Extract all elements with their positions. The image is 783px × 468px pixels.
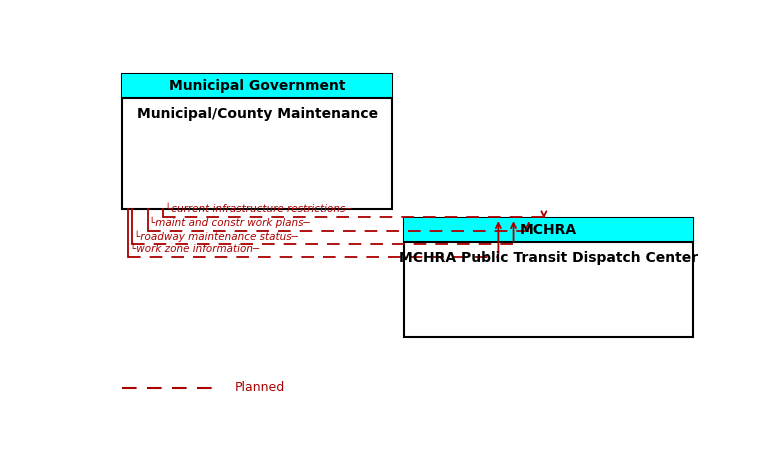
Text: Municipal Government: Municipal Government <box>169 79 345 93</box>
Text: └current infrastructure restrictions─: └current infrastructure restrictions─ <box>165 204 352 214</box>
Text: Planned: Planned <box>234 381 285 394</box>
Text: MCHRA: MCHRA <box>520 223 577 237</box>
Text: Municipal/County Maintenance: Municipal/County Maintenance <box>136 107 377 121</box>
Bar <box>122 74 392 209</box>
Bar <box>404 218 693 337</box>
Bar <box>404 218 693 242</box>
Text: └work zone information─: └work zone information─ <box>130 244 259 255</box>
Bar <box>122 74 392 98</box>
Text: MCHRA Public Transit Dispatch Center: MCHRA Public Transit Dispatch Center <box>399 251 698 265</box>
Text: └maint and constr work plans─: └maint and constr work plans─ <box>150 217 310 228</box>
Text: └roadway maintenance status─: └roadway maintenance status─ <box>135 230 298 242</box>
